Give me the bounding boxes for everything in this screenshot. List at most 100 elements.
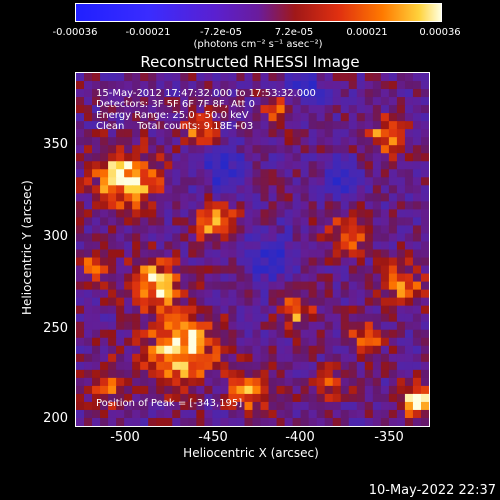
heatmap-cell — [252, 369, 262, 379]
heatmap-cell — [340, 169, 350, 178]
heatmap-cell — [348, 257, 358, 267]
heatmap-cell — [316, 89, 326, 98]
heatmap-cell — [404, 73, 414, 82]
heatmap-cell — [284, 377, 294, 387]
heatmap-cell — [116, 73, 125, 82]
heatmap-cell — [212, 185, 222, 194]
heatmap-cell — [300, 97, 310, 106]
heatmap-cell — [140, 97, 149, 106]
heatmap-cell — [148, 273, 157, 283]
heatmap-cell — [348, 177, 358, 186]
heatmap-cell — [124, 313, 133, 323]
heatmap-cell — [364, 177, 374, 186]
heatmap-cell — [76, 289, 85, 299]
heatmap-cell — [212, 209, 222, 219]
heatmap-cell — [196, 161, 205, 170]
colorbar-tick-label: 7.2e-05 — [274, 27, 314, 38]
heatmap-cell — [380, 201, 390, 210]
heatmap-cell — [76, 393, 85, 403]
heatmap-cell — [220, 81, 230, 90]
info-peak-position: Position of Peak = [-343,195] — [96, 398, 243, 409]
heatmap-cell — [164, 121, 173, 130]
heatmap-cell — [220, 353, 230, 363]
heatmap-cell — [260, 377, 270, 387]
heatmap-cell — [108, 209, 117, 219]
heatmap-cell — [316, 337, 326, 347]
heatmap-cell — [396, 113, 406, 122]
heatmap-cell — [180, 121, 189, 130]
heatmap-cell — [204, 329, 213, 339]
heatmap-cell — [116, 265, 125, 275]
heatmap-cell — [380, 385, 390, 395]
heatmap-cell — [380, 409, 390, 419]
heatmap-cell — [84, 313, 93, 323]
heatmap-cell — [84, 305, 93, 315]
heatmap-cell — [252, 417, 262, 426]
heatmap-cell — [316, 297, 326, 307]
heatmap-cell — [268, 409, 278, 419]
heatmap-cell — [420, 97, 429, 106]
heatmap-cell — [236, 161, 246, 170]
heatmap-cell — [76, 249, 85, 259]
heatmap-cell — [116, 273, 125, 283]
heatmap-cell — [276, 409, 286, 419]
heatmap-cell — [412, 289, 422, 299]
heatmap-cell — [76, 73, 85, 82]
heatmap-cell — [92, 281, 101, 291]
heatmap-cell — [284, 81, 294, 90]
heatmap-cell — [372, 153, 382, 162]
heatmap-cell — [220, 185, 230, 194]
heatmap-cell — [132, 281, 141, 291]
heatmap-cell — [76, 201, 85, 210]
heatmap-cell — [140, 105, 149, 114]
heatmap-cell — [204, 169, 213, 178]
heatmap-cell — [324, 193, 334, 202]
heatmap-cell — [252, 241, 262, 251]
heatmap-cell — [220, 177, 230, 186]
heatmap-cell — [92, 169, 101, 178]
heatmap-cell — [260, 289, 270, 299]
heatmap-cell — [172, 113, 181, 122]
heatmap-cell — [300, 137, 310, 146]
heatmap-cell — [284, 257, 294, 267]
heatmap-cell — [316, 257, 326, 267]
heatmap-cell — [348, 217, 358, 227]
heatmap-cell — [196, 217, 205, 227]
heatmap-cell — [300, 361, 310, 371]
heatmap-cell — [108, 217, 117, 227]
heatmap-cell — [340, 105, 350, 114]
heatmap-cell — [324, 313, 334, 323]
heatmap-cell — [292, 401, 302, 411]
heatmap-cell — [92, 145, 101, 154]
heatmap-cell — [388, 329, 398, 339]
heatmap-cell — [316, 273, 326, 283]
info-clean-counts: Clean Total counts: 9.18E+03 — [96, 121, 254, 132]
colorbar-tick-label: 0.00021 — [346, 27, 388, 38]
heatmap-cell — [276, 201, 286, 210]
heatmap-cell — [100, 73, 109, 82]
heatmap-cell — [420, 401, 429, 411]
heatmap-cell — [420, 209, 429, 219]
heatmap-cell — [212, 257, 222, 267]
heatmap-cell — [164, 233, 173, 243]
heatmap-cell — [84, 401, 93, 411]
heatmap-cell — [300, 193, 310, 202]
heatmap-cell — [412, 305, 422, 315]
heatmap-cell — [324, 401, 334, 411]
heatmap-cell — [124, 345, 133, 355]
heatmap-cell — [212, 233, 222, 243]
heatmap-cell — [164, 89, 173, 98]
heatmap-cell — [332, 297, 342, 307]
heatmap-cell — [324, 377, 334, 387]
heatmap-cell — [292, 193, 302, 202]
heatmap-cell — [332, 105, 342, 114]
heatmap-cell — [180, 297, 189, 307]
heatmap-cell — [308, 393, 318, 403]
heatmap-cell — [308, 89, 318, 98]
heatmap-cell — [108, 273, 117, 283]
heatmap-cell — [108, 97, 117, 106]
heatmap-cell — [220, 241, 230, 251]
heatmap-cell — [404, 225, 414, 235]
heatmap-cell — [132, 337, 141, 347]
heatmap-cell — [292, 137, 302, 146]
